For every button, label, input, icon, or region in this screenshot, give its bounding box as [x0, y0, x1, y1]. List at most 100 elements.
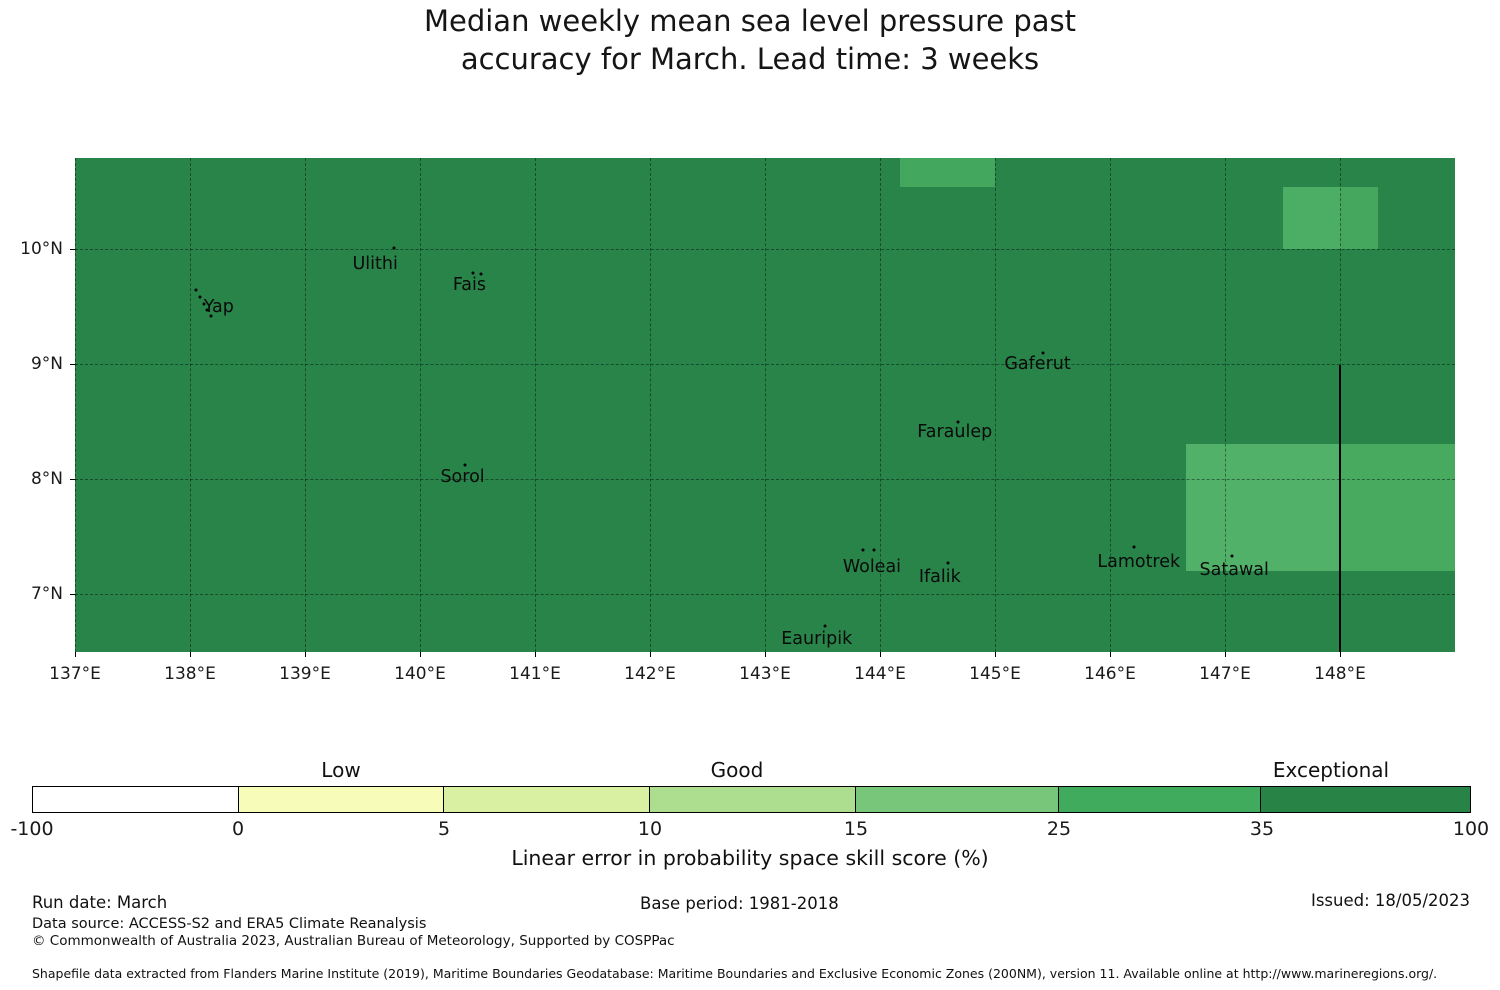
eez-boundary-line — [1339, 365, 1341, 652]
x-tick-label-145: 145°E — [969, 664, 1021, 684]
island-marker-yap-3 — [205, 308, 209, 312]
x-tick-label-142: 142°E — [624, 664, 676, 684]
x-tick-label-148: 148°E — [1314, 664, 1366, 684]
island-label-faraulep: Faraulep — [917, 422, 993, 443]
y-tick-mark-7 — [70, 594, 75, 596]
data-source-text: Data source: ACCESS-S2 and ERA5 Climate … — [32, 916, 427, 932]
y-tick-mark-10 — [70, 248, 75, 250]
patch-east-right — [1340, 443, 1455, 572]
colorbar-tick-label-5: 5 — [437, 818, 451, 840]
x-tick-mark-144 — [880, 652, 881, 657]
x-tick-mark-148 — [1340, 652, 1341, 657]
copyright-text: © Commonwealth of Australia 2023, Austra… — [32, 933, 675, 949]
gridline-lon-146 — [1110, 158, 1111, 652]
x-tick-mark-139 — [305, 652, 306, 657]
x-tick-mark-145 — [995, 652, 996, 657]
island-marker-yap-2 — [202, 302, 206, 306]
y-tick-mark-9 — [70, 364, 75, 366]
island-marker-woleai — [861, 548, 865, 552]
colorbar-category-exceptional: Exceptional — [1272, 758, 1390, 782]
x-tick-label-147: 147°E — [1199, 664, 1251, 684]
island-marker-ifalik — [946, 561, 950, 565]
x-tick-mark-143 — [765, 652, 766, 657]
x-tick-label-139: 139°E — [279, 664, 331, 684]
x-tick-label-144: 144°E — [854, 664, 906, 684]
x-tick-mark-140 — [420, 652, 421, 657]
island-label-gaferut: Gaferut — [1004, 354, 1071, 375]
x-tick-label-137: 137°E — [49, 664, 101, 684]
x-tick-label-141: 141°E — [509, 664, 561, 684]
shapefile-attribution-text: Shapefile data extracted from Flanders M… — [32, 966, 1438, 981]
gridline-lat-9 — [75, 364, 1455, 366]
island-marker-fais — [471, 271, 475, 275]
x-tick-mark-141 — [535, 652, 536, 657]
gridline-lon-143 — [765, 158, 766, 652]
island-marker-woleai-1 — [872, 548, 876, 551]
island-marker-yap-1 — [198, 295, 202, 299]
colorbar-tick-label-25: 25 — [1046, 818, 1072, 840]
colorbar-tick-label-0: 0 — [231, 818, 245, 840]
x-tick-label-146: 146°E — [1084, 664, 1136, 684]
colorbar-tick-label-10: 10 — [637, 818, 663, 840]
island-label-eauripik: Eauripik — [781, 629, 853, 650]
island-label-ifalik: Ifalik — [918, 567, 961, 588]
gridline-lon-138 — [190, 158, 191, 652]
island-marker-eauripik — [823, 624, 827, 627]
colorbar-tick-label--100: -100 — [10, 818, 54, 840]
island-marker-faraulep — [956, 420, 960, 424]
island-marker-satawal — [1230, 554, 1234, 558]
gridline-lon-145 — [995, 158, 996, 652]
gridline-lat-7 — [75, 594, 1455, 596]
island-marker-yap-4 — [209, 314, 213, 318]
island-label-sorol: Sorol — [440, 466, 485, 487]
colorbar-segment-4 — [855, 787, 1059, 812]
patch-north-central — [899, 158, 995, 187]
y-tick-label-10: 10°N — [20, 238, 63, 259]
gridline-lon-144 — [880, 158, 881, 652]
colorbar-category-low: Low — [321, 758, 361, 782]
chart-title-line1: Median weekly mean sea level pressure pa… — [423, 4, 1077, 38]
x-tick-mark-138 — [190, 652, 191, 657]
run-date-text: Run date: March — [32, 893, 168, 912]
x-tick-mark-142 — [650, 652, 651, 657]
colorbar — [32, 786, 1471, 813]
gridline-lon-137 — [75, 158, 76, 652]
island-label-ulithi: Ulithi — [352, 253, 398, 274]
colorbar-axis-label: Linear error in probability space skill … — [511, 846, 989, 870]
island-marker-yap — [194, 288, 198, 292]
y-tick-mark-8 — [70, 479, 75, 481]
island-label-yap: Yap — [203, 296, 234, 317]
colorbar-tick-label-35: 35 — [1249, 818, 1275, 840]
island-label-fais: Fais — [452, 274, 487, 295]
gridline-lon-142 — [650, 158, 651, 652]
island-marker-fais-1 — [479, 272, 483, 276]
gridline-lat-10 — [75, 248, 1455, 250]
base-period-text: Base period: 1981-2018 — [640, 894, 839, 913]
gridline-lat-8 — [75, 479, 1455, 481]
gridline-lon-141 — [535, 158, 536, 652]
gridline-lon-139 — [305, 158, 306, 652]
colorbar-segment-2 — [444, 787, 651, 812]
colorbar-segment-3 — [650, 787, 856, 812]
colorbar-segment-1 — [238, 787, 445, 812]
island-label-woleai: Woleai — [842, 556, 902, 577]
colorbar-segment-6 — [1261, 787, 1471, 812]
island-marker-sorol — [463, 463, 467, 467]
colorbar-segment-0 — [33, 787, 239, 812]
colorbar-tick-label-100: 100 — [1452, 818, 1490, 840]
issued-date-text: Issued: 18/05/2023 — [1310, 891, 1470, 910]
island-marker-ulithi — [392, 246, 396, 250]
map-plot-area: Yap Ulithi Fais Sorol Gaferut Faraulep Woleai I… — [75, 158, 1455, 652]
x-tick-mark-137 — [75, 652, 76, 657]
island-marker-lamotrek — [1132, 545, 1136, 549]
x-tick-mark-147 — [1225, 652, 1226, 657]
patch-northeast-left — [1282, 186, 1340, 249]
gridline-lon-147 — [1225, 158, 1226, 652]
island-label-lamotrek: Lamotrek — [1097, 552, 1181, 573]
y-tick-label-9: 9°N — [30, 354, 63, 375]
island-marker-gaferut — [1041, 351, 1045, 355]
chart-title: Median weekly mean sea level pressure pa… — [0, 2, 1500, 78]
colorbar-tick-label-15: 15 — [843, 818, 869, 840]
x-tick-mark-146 — [1110, 652, 1111, 657]
y-tick-label-7: 7°N — [30, 584, 63, 605]
